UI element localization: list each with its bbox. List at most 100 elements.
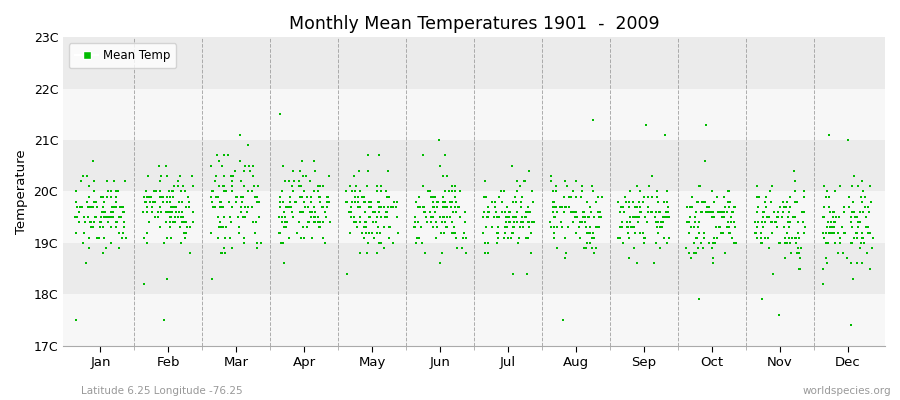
Point [622, 198, 636, 205]
Point [489, 209, 503, 215]
Point [850, 260, 864, 266]
Point [520, 209, 535, 215]
Point [447, 193, 462, 200]
Point [104, 204, 119, 210]
Point [156, 193, 170, 200]
Point [522, 209, 536, 215]
Point [374, 183, 388, 190]
Point [831, 229, 845, 236]
Point [275, 240, 290, 246]
Point [407, 224, 421, 231]
Point [844, 260, 859, 266]
Point [278, 224, 293, 231]
Point [361, 152, 375, 159]
Point [522, 168, 536, 174]
Point [346, 173, 361, 179]
Point [380, 209, 394, 215]
Point [512, 183, 526, 190]
Point [353, 204, 367, 210]
Point [94, 224, 108, 231]
Point [164, 234, 178, 241]
Point [320, 198, 334, 205]
Point [278, 219, 293, 226]
Point [303, 214, 318, 220]
Point [152, 162, 166, 169]
Point [437, 152, 452, 159]
Point [415, 204, 429, 210]
Point [176, 183, 190, 190]
Point [362, 214, 376, 220]
Point [359, 224, 374, 231]
Point [755, 240, 770, 246]
Point [641, 209, 655, 215]
Point [721, 219, 735, 226]
Point [104, 224, 118, 231]
Point [340, 270, 355, 277]
Point [690, 234, 705, 241]
Point [652, 209, 666, 215]
Point [626, 214, 641, 220]
Point [488, 198, 502, 205]
Point [642, 183, 656, 190]
Point [826, 224, 841, 231]
Point [518, 214, 532, 220]
Point [716, 214, 731, 220]
Point [292, 193, 307, 200]
Point [173, 173, 187, 179]
Point [150, 209, 165, 215]
Point [850, 234, 864, 241]
Point [525, 219, 539, 226]
Point [409, 198, 423, 205]
Point [230, 193, 245, 200]
Point [791, 229, 806, 236]
Point [714, 229, 728, 236]
Point [645, 209, 660, 215]
Point [544, 224, 558, 231]
Point [359, 219, 374, 226]
Point [578, 214, 592, 220]
Point [748, 229, 762, 236]
Point [272, 229, 286, 236]
Point [312, 219, 327, 226]
Point [790, 198, 805, 205]
Point [98, 209, 112, 215]
Point [353, 214, 367, 220]
Point [826, 219, 841, 226]
Point [186, 219, 201, 226]
Point [592, 209, 607, 215]
Point [637, 234, 652, 241]
Point [705, 188, 719, 195]
Point [312, 224, 327, 231]
Point [657, 198, 671, 205]
Point [713, 209, 727, 215]
Point [436, 193, 450, 200]
Point [107, 178, 122, 184]
Point [432, 137, 446, 143]
Point [68, 214, 83, 220]
Point [612, 224, 626, 231]
Point [164, 204, 178, 210]
Point [418, 209, 433, 215]
Point [417, 204, 431, 210]
Point [438, 219, 453, 226]
Point [613, 234, 627, 241]
Point [715, 209, 729, 215]
Point [104, 214, 118, 220]
Point [585, 234, 599, 241]
Point [577, 209, 591, 215]
Point [558, 234, 572, 241]
Point [162, 209, 176, 215]
Bar [63, 89, 885, 140]
Point [311, 219, 326, 226]
Point [440, 173, 454, 179]
Point [236, 214, 250, 220]
Point [86, 178, 101, 184]
Point [623, 188, 637, 195]
Point [505, 229, 519, 236]
Point [615, 224, 629, 231]
Point [435, 250, 449, 256]
Point [373, 204, 387, 210]
Point [447, 229, 462, 236]
Point [592, 224, 607, 231]
Point [105, 209, 120, 215]
